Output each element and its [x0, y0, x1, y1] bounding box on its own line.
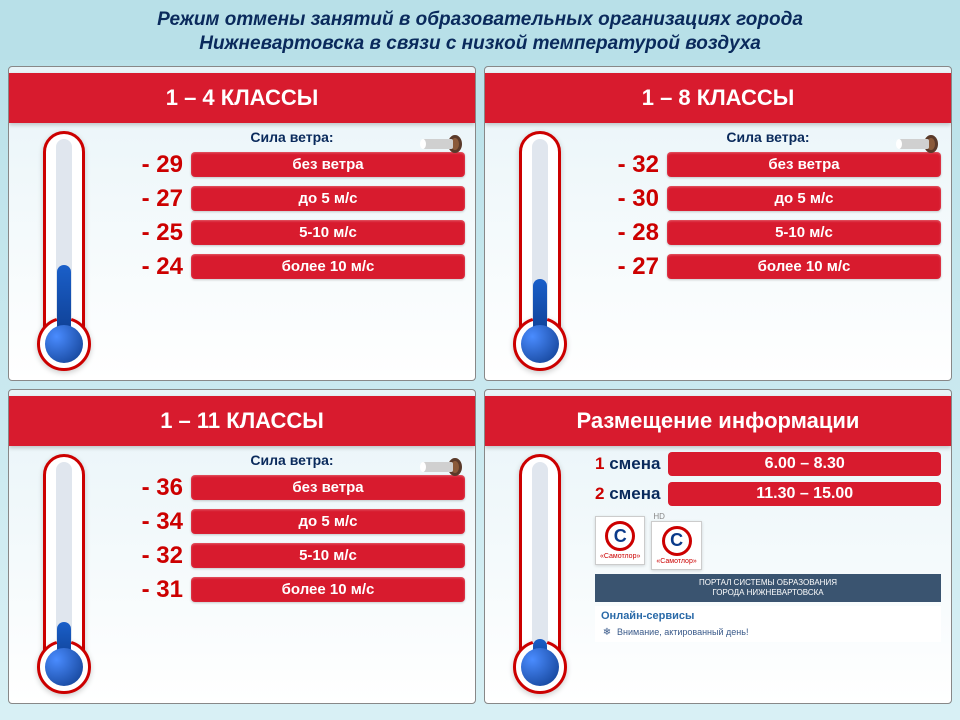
shift-time: 6.00 – 8.30 — [668, 452, 941, 476]
logo-samotlor: С «Самотлор» — [595, 516, 645, 565]
wind-pipe-icon — [413, 129, 463, 159]
wind-value: более 10 м/с — [667, 254, 941, 279]
shift-num: 2 — [595, 484, 604, 503]
temp-value: - 27 — [119, 185, 183, 213]
thermometer — [513, 131, 568, 371]
temp-value: - 32 — [595, 151, 659, 179]
wind-value: более 10 м/с — [191, 577, 465, 602]
title-line1: Режим отмены занятий в образовательных о… — [157, 9, 803, 30]
panel-grades-1-4: 1 – 4 КЛАССЫ Сила ветра: - 29без ветра -… — [8, 66, 476, 381]
page-header: Режим отмены занятий в образовательных о… — [0, 0, 960, 60]
wind-value: 5-10 м/с — [191, 220, 465, 245]
panels-grid: 1 – 4 КЛАССЫ Сила ветра: - 29без ветра -… — [0, 60, 960, 710]
temp-value: - 27 — [595, 253, 659, 281]
thermometer-bulb-fill — [45, 325, 83, 363]
shift-row: 2 смена 11.30 – 15.00 — [595, 482, 941, 506]
table-row: - 25 5-10 м/с — [119, 219, 465, 247]
wind-value: 5-10 м/с — [667, 220, 941, 245]
temp-value: - 29 — [119, 151, 183, 179]
logo-text: «Самотлор» — [600, 553, 640, 560]
temp-value: - 32 — [119, 542, 183, 570]
thermometer-bulb-fill — [521, 648, 559, 686]
temp-value: - 25 — [119, 219, 183, 247]
temp-value: - 34 — [119, 508, 183, 536]
page-title: Режим отмены занятий в образовательных о… — [10, 8, 950, 56]
online-item[interactable]: ❄ Внимание, актированный день! — [601, 626, 935, 638]
logo-samotlor-hd: С «Самотлор» — [651, 521, 701, 570]
thermometer — [37, 131, 92, 371]
table-row: - 24 более 10 м/с — [119, 253, 465, 281]
online-item-text: Внимание, актированный день! — [617, 627, 748, 637]
temp-value: - 36 — [119, 474, 183, 502]
data-column: Сила ветра: - 36без ветра - 34до 5 м/с -… — [119, 390, 475, 703]
shift-row: 1 смена 6.00 – 8.30 — [595, 452, 941, 476]
wind-value: до 5 м/с — [191, 509, 465, 534]
wind-value: более 10 м/с — [191, 254, 465, 279]
shift-time: 11.30 – 15.00 — [668, 482, 941, 506]
temp-value: - 28 — [595, 219, 659, 247]
portal-banner: ПОРТАЛ СИСТЕМЫ ОБРАЗОВАНИЯ ГОРОДА НИЖНЕВ… — [595, 574, 941, 603]
temp-value: - 31 — [119, 576, 183, 604]
logo-letter-icon: С — [605, 521, 635, 551]
hd-label: HD — [653, 512, 665, 521]
portal-line1: ПОРТАЛ СИСТЕМЫ ОБРАЗОВАНИЯ — [699, 578, 837, 587]
table-row: - 32 5-10 м/с — [119, 542, 465, 570]
shift-num: 1 — [595, 454, 604, 473]
shift-text: смена — [609, 484, 660, 503]
logo-text: «Самотлор» — [656, 558, 696, 565]
info-column: 1 смена 6.00 – 8.30 2 смена 11.30 – 15.0… — [595, 390, 951, 703]
thermometer-bulb-fill — [45, 648, 83, 686]
title-line2: Нижневартовска в связи с низкой температ… — [199, 33, 761, 54]
data-column: Сила ветра: - 29без ветра - 27до 5 м/с -… — [119, 67, 475, 380]
snowflake-icon: ❄ — [601, 626, 613, 638]
panel-grades-1-8: 1 – 8 КЛАССЫ Сила ветра: - 32без ветра -… — [484, 66, 952, 381]
shift-label: 2 смена — [595, 484, 660, 504]
table-row: - 27 до 5 м/с — [119, 185, 465, 213]
thermometer — [513, 454, 568, 694]
table-row: - 30 до 5 м/с — [595, 185, 941, 213]
online-services-box: Онлайн-сервисы ❄ Внимание, актированный … — [595, 606, 941, 642]
panel-grades-1-11: 1 – 11 КЛАССЫ Сила ветра: - 36без ветра … — [8, 389, 476, 704]
thermometer-tube — [56, 462, 72, 647]
data-column: Сила ветра: - 32без ветра - 30до 5 м/с -… — [595, 67, 951, 380]
thermometer-bulb-fill — [521, 325, 559, 363]
thermometer-tube — [532, 462, 548, 647]
thermometer — [37, 454, 92, 694]
wind-pipe-icon — [889, 129, 939, 159]
panel-info: Размещение информации 1 смена 6.00 – 8.3… — [484, 389, 952, 704]
online-title: Онлайн-сервисы — [601, 610, 935, 622]
temp-value: - 24 — [119, 253, 183, 281]
wind-value: до 5 м/с — [191, 186, 465, 211]
wind-pipe-icon — [413, 452, 463, 482]
table-row: - 27 более 10 м/с — [595, 253, 941, 281]
logos-row: С «Самотлор» HD С «Самотлор» — [595, 512, 941, 570]
table-row: - 28 5-10 м/с — [595, 219, 941, 247]
table-row: - 34 до 5 м/с — [119, 508, 465, 536]
shift-text: смена — [609, 454, 660, 473]
temp-value: - 30 — [595, 185, 659, 213]
wind-value: до 5 м/с — [667, 186, 941, 211]
logo-letter-icon: С — [662, 526, 692, 556]
wind-value: 5-10 м/с — [191, 543, 465, 568]
logo-hd-wrap: HD С «Самотлор» — [651, 512, 701, 570]
shift-label: 1 смена — [595, 454, 660, 474]
table-row: - 31 более 10 м/с — [119, 576, 465, 604]
portal-line2: ГОРОДА НИЖНЕВАРТОВСКА — [712, 588, 823, 597]
